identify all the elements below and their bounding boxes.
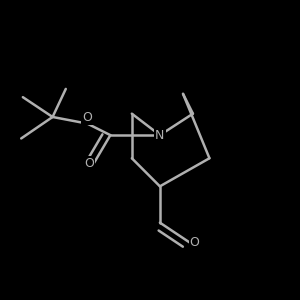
Text: O: O (190, 236, 200, 249)
Text: O: O (84, 157, 94, 170)
Text: O: O (82, 111, 92, 124)
Text: N: N (155, 129, 165, 142)
